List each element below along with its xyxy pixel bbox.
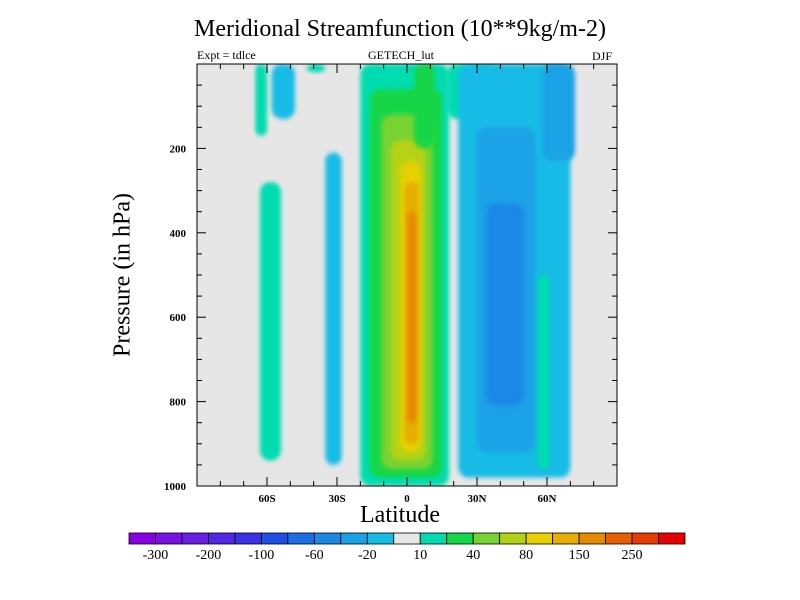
colorbar-swatch: [155, 532, 183, 545]
y-tick-label: 600: [170, 312, 187, 324]
colorbar-swatch: [605, 532, 633, 545]
colorbar-swatch: [181, 532, 209, 545]
colorbar-swatch: [446, 532, 474, 545]
colorbar-swatch: [552, 532, 580, 545]
colorbar-swatch: [393, 532, 421, 545]
x-tick-label: 60S: [258, 493, 275, 505]
contour-region-2: [260, 182, 281, 461]
colorbar-label: -60: [305, 548, 324, 563]
colorbar-label: -100: [249, 548, 275, 563]
contour-region-12: [414, 64, 435, 149]
y-tick-label: 800: [170, 397, 187, 409]
x-tick-label: 30S: [328, 493, 345, 505]
colorbar: -300 -200 -100 -60 -20 10 40 80 150 250: [128, 532, 686, 563]
colorbar-swatch: [128, 532, 156, 545]
colorbar-swatch: [525, 532, 554, 545]
colorbar-swatch: [260, 532, 289, 545]
contour-fill-layer: [255, 64, 575, 486]
contour-region-18: [537, 275, 550, 470]
y-tick-label: 200: [170, 143, 187, 155]
contour-region-11: [407, 211, 417, 423]
colorbar-swatch: [631, 532, 659, 545]
colorbar-swatch: [234, 532, 262, 545]
colorbar-label: -200: [196, 548, 222, 563]
colorbar-label: 250: [622, 548, 643, 563]
y-tick-label: 1000: [164, 481, 187, 493]
subtitle-center: GETECH_lut: [368, 48, 434, 62]
x-axis-label: Latitude: [360, 502, 440, 528]
colorbar-label: -20: [358, 548, 377, 563]
subtitle-left: Expt = tdlce: [197, 48, 256, 62]
colorbar-swatch: [419, 532, 448, 545]
colorbar-swatch: [340, 532, 368, 545]
x-tick-label: 0: [404, 493, 410, 505]
contour-region-0: [255, 64, 267, 136]
subtitle-right: DJF: [592, 49, 613, 63]
colorbar-label: -300: [143, 548, 169, 563]
contour-region-1: [271, 64, 295, 119]
colorbar-swatch: [287, 532, 315, 545]
colorbar-label: 80: [519, 548, 533, 563]
colorbar-label: 40: [466, 548, 480, 563]
contour-region-17: [542, 64, 575, 162]
x-tick-label: 60N: [538, 493, 557, 505]
contour-region-4: [306, 64, 326, 73]
contour-region-3: [325, 152, 342, 465]
chart-title: Meridional Streamfunction (10**9kg/m-2): [194, 16, 606, 42]
axis-ticks: 60S 30S 0 30N 60N 200 400 600 800 1000: [164, 64, 618, 505]
colorbar-swatch: [658, 532, 686, 545]
y-tick-label: 400: [170, 228, 187, 240]
contour-region-16: [486, 203, 524, 406]
colorbar-swatch: [366, 532, 395, 545]
colorbar-label: 150: [569, 548, 590, 563]
colorbar-swatch: [313, 532, 342, 545]
x-tick-label: 30N: [468, 493, 487, 505]
colorbar-swatch: [208, 532, 236, 545]
colorbar-label: 10: [413, 548, 427, 563]
colorbar-swatch: [472, 532, 501, 545]
colorbar-swatch: [499, 532, 527, 545]
colorbar-swatch: [578, 532, 606, 545]
